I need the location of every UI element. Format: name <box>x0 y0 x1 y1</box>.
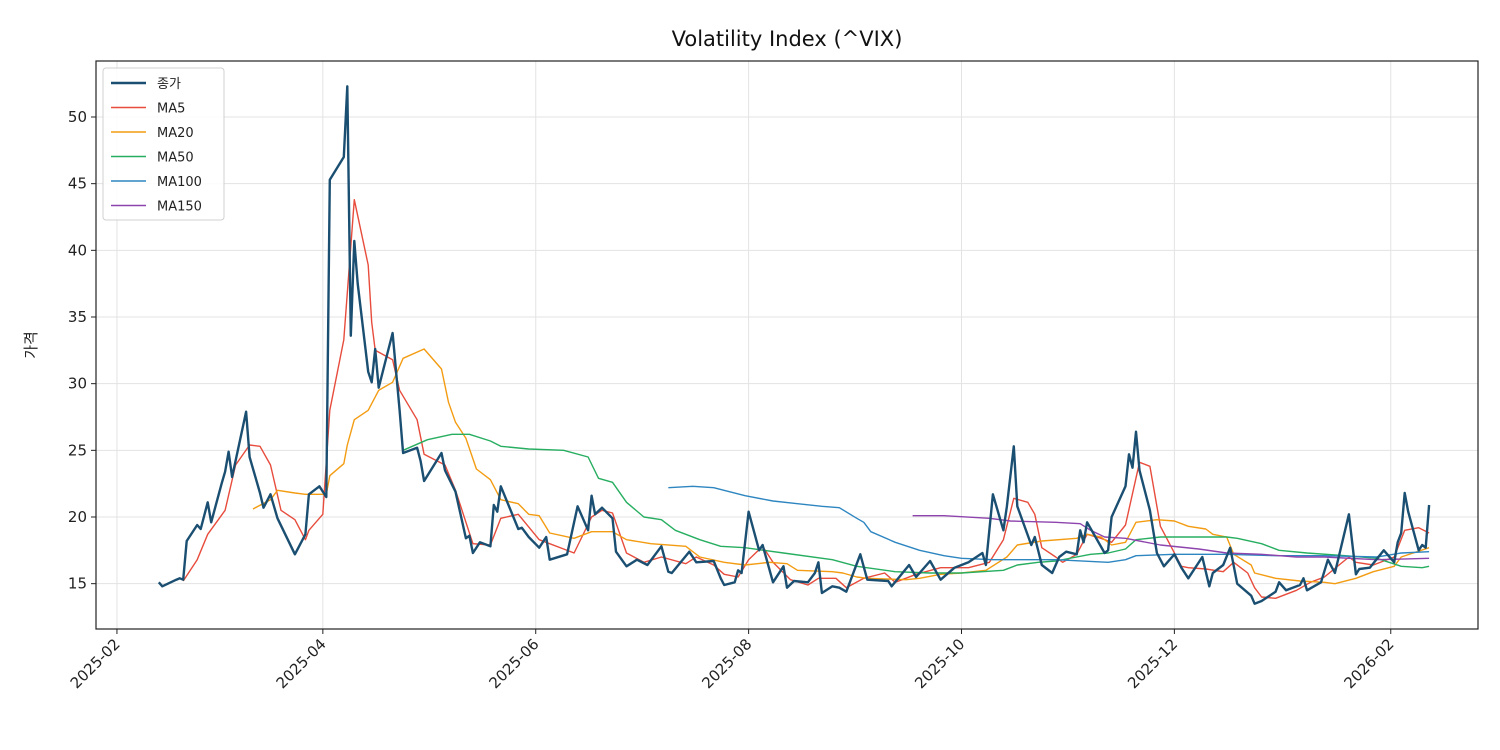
y-tick-label: 30 <box>68 375 87 393</box>
y-tick-label: 20 <box>68 508 87 526</box>
chart-title: Volatility Index (^VIX) <box>672 27 903 51</box>
y-tick-label: 45 <box>68 175 87 193</box>
plot-frame <box>95 60 1479 630</box>
grid <box>96 61 1478 629</box>
legend-label: MA20 <box>157 126 194 141</box>
legend-label: MA50 <box>157 151 194 166</box>
y-tick-label: 25 <box>68 441 87 459</box>
legend-label: 종가 <box>157 77 181 92</box>
series-line-ma150 <box>912 515 1430 561</box>
y-tick-label: 15 <box>68 575 87 593</box>
series-lines <box>157 85 1431 605</box>
series-line-종가 <box>157 85 1431 605</box>
series-line-ma5 <box>182 199 1430 599</box>
legend-label: MA5 <box>157 102 185 117</box>
y-tick-label: 50 <box>68 108 87 126</box>
legend-label: MA150 <box>157 200 202 215</box>
legend-box <box>102 67 225 221</box>
legend-label: MA100 <box>157 175 202 190</box>
legend: 종가 MA5 MA20 MA50 MA100 MA150 <box>102 67 225 221</box>
series-line-ma100 <box>668 485 1430 563</box>
y-tick-label: 40 <box>68 241 87 259</box>
y-tick-label: 35 <box>68 308 87 326</box>
y-axis-label: 가격 <box>22 331 40 359</box>
